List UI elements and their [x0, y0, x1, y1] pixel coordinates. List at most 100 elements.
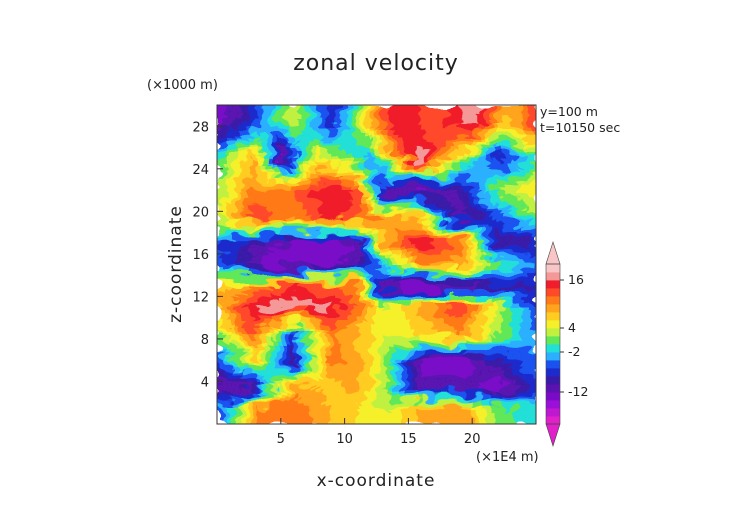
heatmap-cell: [521, 239, 527, 246]
heatmap-cell: [516, 399, 522, 405]
heatmap-cell: [316, 134, 323, 141]
heatmap-cell: [491, 184, 497, 191]
heatmap-cell: [431, 274, 437, 281]
heatmap-cell: [376, 314, 383, 320]
heatmap-cell: [451, 259, 457, 266]
heatmap-cell: [446, 159, 452, 166]
heatmap-cell: [431, 204, 437, 211]
heatmap-cell: [266, 379, 273, 385]
heatmap-cell: [356, 284, 363, 291]
heatmap-cell: [231, 264, 238, 271]
heatmap-cell: [217, 349, 223, 355]
heatmap-cell: [371, 279, 378, 286]
heatmap-cell: [251, 309, 258, 315]
heatmap-cell: [516, 339, 522, 345]
heatmap-cell: [531, 289, 536, 296]
heatmap-cell: [217, 309, 223, 315]
heatmap-cell: [396, 284, 403, 291]
heatmap-cell: [401, 364, 408, 370]
heatmap-cell: [281, 169, 288, 176]
heatmap-cell: [401, 404, 408, 410]
heatmap-cell: [441, 139, 447, 146]
heatmap-cell: [311, 159, 318, 166]
heatmap-cell: [256, 194, 263, 201]
heatmap-cell: [256, 199, 263, 206]
heatmap-cell: [406, 409, 412, 415]
heatmap-cell: [321, 199, 328, 206]
heatmap-cell: [371, 219, 378, 226]
heatmap-cell: [381, 169, 388, 176]
heatmap-cell: [241, 294, 248, 300]
heatmap-cell: [301, 369, 308, 375]
heatmap-cell: [361, 369, 368, 375]
heatmap-cell: [231, 379, 238, 385]
heatmap-cell: [391, 164, 398, 171]
heatmap-cell: [456, 159, 462, 166]
heatmap-cell: [506, 149, 512, 156]
heatmap-cell: [491, 119, 497, 126]
heatmap-cell: [226, 299, 233, 305]
heatmap-cell: [281, 179, 288, 186]
heatmap-cell: [516, 224, 522, 231]
heatmap-cell: [491, 339, 497, 345]
heatmap-cell: [531, 209, 536, 216]
heatmap-cell: [436, 134, 442, 141]
heatmap-cell: [361, 174, 368, 181]
heatmap-cell: [391, 369, 398, 375]
heatmap-cell: [426, 119, 432, 126]
heatmap-cell: [361, 229, 368, 236]
heatmap-cell: [341, 159, 348, 166]
heatmap-cell: [411, 109, 417, 116]
heatmap-cell: [331, 144, 338, 151]
heatmap-cell: [446, 304, 452, 310]
heatmap-cell: [426, 105, 432, 111]
heatmap-cell: [231, 224, 238, 231]
heatmap-cell: [311, 414, 318, 420]
heatmap-cell: [321, 404, 328, 410]
heatmap-cell: [256, 184, 263, 191]
heatmap-cell: [411, 379, 417, 385]
heatmap-cell: [251, 379, 258, 385]
heatmap-cell: [401, 209, 408, 216]
heatmap-cell: [481, 149, 487, 156]
heatmap-cell: [391, 384, 398, 390]
heatmap-cell: [461, 294, 467, 300]
heatmap-cell: [476, 294, 482, 300]
heatmap-cell: [396, 229, 403, 236]
heatmap-cell: [356, 419, 363, 424]
heatmap-cell: [386, 419, 393, 424]
heatmap-cell: [361, 249, 368, 256]
heatmap-cell: [316, 179, 323, 186]
heatmap-cell: [311, 404, 318, 410]
heatmap-cell: [481, 294, 487, 300]
heatmap-cell: [391, 374, 398, 380]
heatmap-cell: [296, 399, 303, 405]
heatmap-cell: [411, 164, 417, 171]
heatmap-cell: [331, 194, 338, 201]
heatmap-cell: [476, 369, 482, 375]
heatmap-cell: [226, 359, 233, 365]
heatmap-cell: [486, 234, 492, 241]
heatmap-cell: [296, 279, 303, 286]
heatmap-cell: [416, 359, 422, 365]
heatmap-cell: [501, 239, 507, 246]
heatmap-cell: [241, 259, 248, 266]
heatmap-cell: [511, 314, 517, 320]
heatmap-cell: [251, 164, 258, 171]
heatmap-cell: [481, 339, 487, 345]
heatmap-cell: [236, 244, 243, 251]
heatmap-cell: [361, 234, 368, 241]
heatmap-cell: [286, 139, 293, 146]
heatmap-cell: [341, 119, 348, 126]
heatmap-cell: [296, 394, 303, 400]
heatmap-cell: [341, 334, 348, 340]
heatmap-cell: [271, 199, 278, 206]
heatmap-cell: [341, 234, 348, 241]
heatmap-cell: [361, 109, 368, 116]
heatmap-cell: [286, 379, 293, 385]
heatmap-cell: [217, 204, 223, 211]
heatmap-cell: [336, 419, 343, 424]
heatmap-cell: [316, 349, 323, 355]
heatmap-cell: [391, 404, 398, 410]
heatmap-cell: [336, 279, 343, 286]
